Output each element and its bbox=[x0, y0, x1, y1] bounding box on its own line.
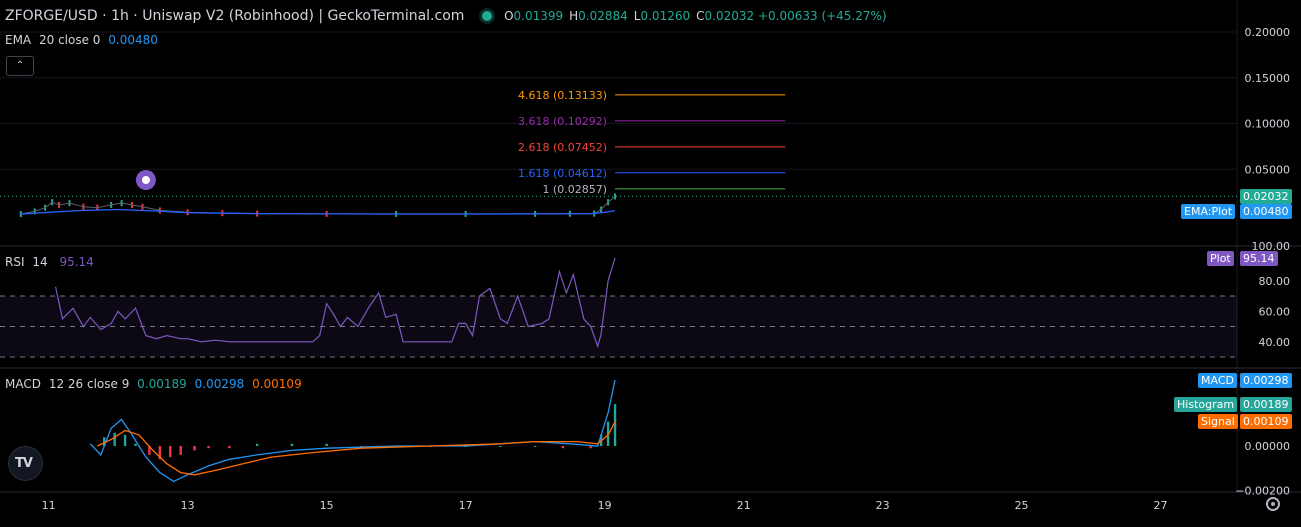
macd-histogram-bar bbox=[148, 446, 151, 455]
ohlc-key-l: L bbox=[633, 9, 641, 23]
macd-axis-tag: MACD bbox=[1198, 373, 1237, 388]
macd-histogram-bar bbox=[255, 443, 259, 446]
time-tick-label: 17 bbox=[459, 499, 473, 512]
macd-axis-tag: Signal bbox=[1198, 414, 1238, 429]
ohlc-value-h: 0.02884 bbox=[578, 9, 628, 23]
rsi-params: 14 bbox=[32, 255, 48, 269]
ohlc-value-c: 0.02032 bbox=[704, 9, 755, 23]
ema-value: 0.00480 bbox=[108, 33, 158, 47]
last-price-pill: 0.02032 bbox=[1240, 189, 1292, 205]
time-tick-label: 27 bbox=[1154, 499, 1168, 512]
macd-histogram-bar bbox=[123, 434, 127, 446]
macd-histogram-bar bbox=[589, 446, 592, 449]
rsi-plot-tag: Plot bbox=[1207, 250, 1234, 266]
macd-histogram-bar bbox=[134, 443, 137, 446]
time-tick-label: 19 bbox=[598, 499, 612, 512]
macd-histogram-bar bbox=[207, 446, 210, 449]
fib-level-label: 1 (0.02857) bbox=[542, 183, 607, 196]
macd-axis-value: 0.00109 bbox=[1240, 414, 1292, 429]
macd-histogram-bar bbox=[228, 446, 231, 449]
tradingview-logo-icon[interactable]: TV bbox=[8, 446, 43, 481]
macd-histogram-bar bbox=[561, 446, 565, 449]
event-marker-dot bbox=[141, 176, 150, 184]
rsi-tick-label: 40.00 bbox=[1259, 336, 1291, 349]
ohlc-key-c: C bbox=[696, 9, 705, 23]
rsi-plot-value: 95.14 bbox=[1240, 250, 1278, 266]
ohlc-key-h: H bbox=[569, 9, 579, 23]
macd-axis-value: 0.00298 bbox=[1240, 373, 1292, 388]
price-tick-label: 0.05000 bbox=[1245, 163, 1291, 176]
ema-params: 20 close 0 bbox=[38, 33, 101, 47]
time-tick-label: 23 bbox=[876, 499, 890, 512]
macd-tick-label: 0.00000 bbox=[1245, 440, 1291, 453]
price-candle bbox=[614, 193, 617, 200]
macd-histogram-bar bbox=[499, 446, 502, 447]
live-status-icon bbox=[482, 11, 493, 21]
price-change: +0.00633 (+45.27%) bbox=[757, 9, 887, 23]
macd-signal-line bbox=[97, 421, 616, 476]
macd-histogram-bar bbox=[179, 446, 182, 455]
ema-plot-value: 0.00480 bbox=[1240, 203, 1292, 219]
macd-legend[interactable]: MACD 12 26 close 9 0.00189 0.00298 0.001… bbox=[5, 377, 302, 391]
macd-histogram-bar bbox=[169, 446, 172, 458]
time-tick-label: 21 bbox=[737, 499, 751, 512]
symbol-title: ZFORGE/USD · 1h · Uniswap V2 (Robinhood)… bbox=[5, 8, 465, 24]
logo-text: TV bbox=[15, 456, 33, 471]
fib-level-label: 1.618 (0.04612) bbox=[518, 167, 607, 180]
fib-level-label: 3.618 (0.10292) bbox=[518, 115, 607, 128]
price-tick-label: 0.15000 bbox=[1245, 72, 1291, 85]
fib-level-label: 2.618 (0.07452) bbox=[518, 141, 607, 154]
rsi-name: RSI bbox=[5, 255, 25, 269]
time-tick-label: 15 bbox=[320, 499, 334, 512]
rsi-line bbox=[55, 257, 616, 349]
rsi-tick-label: 60.00 bbox=[1259, 305, 1291, 318]
ohlc-value-l: 0.01260 bbox=[640, 9, 691, 23]
ohlc-key-o: O bbox=[504, 9, 514, 23]
rsi-value: 95.14 bbox=[59, 255, 94, 269]
price-tick-label: 0.10000 bbox=[1245, 118, 1291, 131]
time-tick-label: 13 bbox=[181, 499, 195, 512]
rsi-legend[interactable]: RSI 14 95.14 bbox=[5, 255, 94, 269]
price-line bbox=[20, 196, 616, 215]
macd-params: 12 26 close 9 bbox=[48, 377, 130, 391]
macd-histogram-bar bbox=[533, 446, 537, 447]
macd-tick-label: −0.00200 bbox=[1235, 484, 1290, 497]
macd-histogram-bar bbox=[113, 432, 116, 446]
macd-histogram-bar bbox=[158, 446, 162, 460]
macd-histogram-value: 0.00189 bbox=[137, 377, 187, 391]
macd-histogram-bar bbox=[613, 404, 617, 446]
ohlc-values: O0.01399 H0.02884 L0.01260 C0.02032 bbox=[504, 9, 758, 23]
macd-histogram-bar bbox=[325, 443, 328, 446]
macd-histogram-bar bbox=[103, 437, 106, 446]
macd-axis-value: 0.00189 bbox=[1240, 397, 1292, 412]
ema-line bbox=[20, 208, 616, 215]
settings-gear-icon[interactable] bbox=[1266, 497, 1280, 511]
ema-legend[interactable]: EMA 20 close 0 0.00480 bbox=[5, 33, 158, 47]
macd-name: MACD bbox=[5, 377, 41, 391]
collapse-legend-button[interactable]: ⌃ bbox=[6, 56, 34, 76]
macd-axis-tag: Histogram bbox=[1174, 397, 1238, 412]
price-tick-label: 0.20000 bbox=[1245, 26, 1291, 39]
ema-plot-tag: EMA:Plot bbox=[1181, 203, 1236, 219]
rsi-tick-label: 80.00 bbox=[1259, 275, 1291, 288]
ema-name: EMA bbox=[5, 33, 32, 47]
macd-histogram-bar bbox=[193, 446, 196, 451]
header-legend: ZFORGE/USD · 1h · Uniswap V2 (Robinhood)… bbox=[5, 8, 887, 24]
macd-line bbox=[89, 379, 616, 483]
ohlc-value-o: 0.01399 bbox=[513, 9, 564, 23]
macd-line-value: 0.00298 bbox=[194, 377, 245, 391]
macd-signal-value: 0.00109 bbox=[252, 377, 302, 391]
time-tick-label: 25 bbox=[1015, 499, 1029, 512]
fib-level-label: 4.618 (0.13133) bbox=[518, 89, 607, 102]
time-tick-label: 11 bbox=[42, 499, 56, 512]
price-tick-label-clipped: 100.00 bbox=[1252, 240, 1291, 253]
macd-histogram-bar bbox=[290, 443, 294, 446]
